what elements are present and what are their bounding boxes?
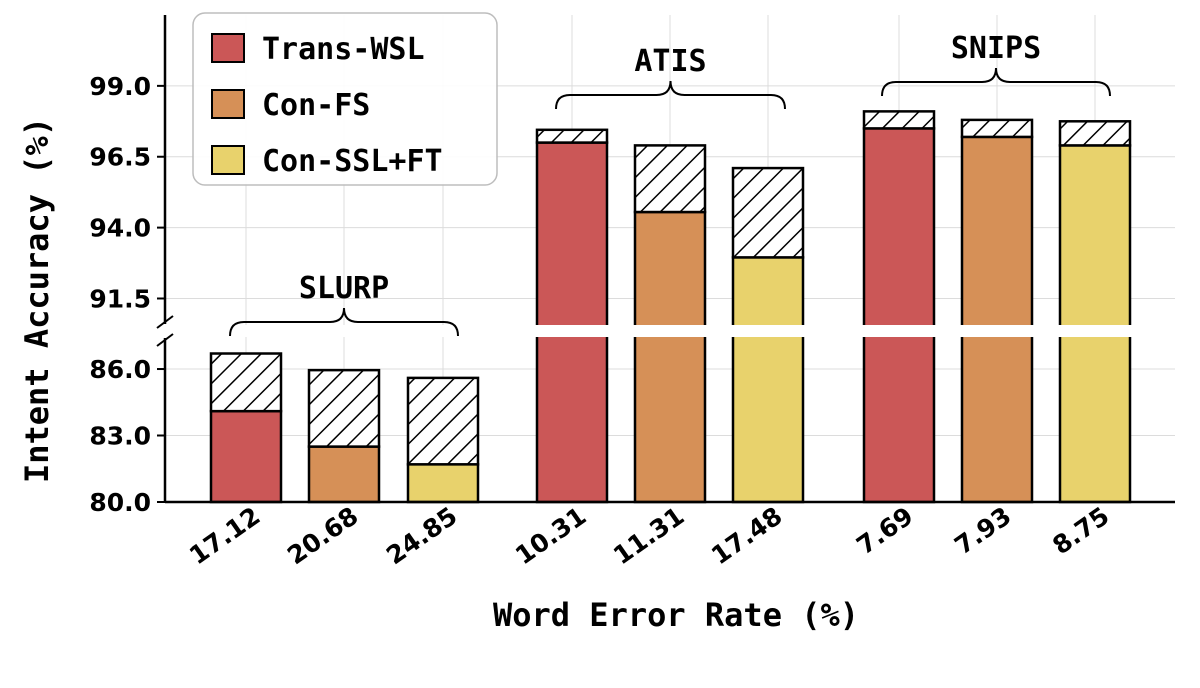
y-tick-label: 83.0 [89, 422, 151, 451]
bar-trans-wsl [209, 409, 283, 504]
bar-con-fs [960, 135, 1034, 504]
bars [163, 110, 1133, 504]
bar-con-ssl+ft [406, 463, 480, 504]
bar-con-fs [307, 445, 381, 504]
bar-hatched-segment [731, 166, 805, 259]
bar-hatched-segment [535, 128, 609, 144]
legend-label: Con-FS [262, 88, 370, 123]
x-tick-label: 24.85 [381, 501, 462, 570]
axis-break-mark [156, 315, 174, 329]
legend-swatch [211, 89, 245, 119]
bar-hatched-segment [307, 368, 381, 448]
group-label-slurp: SLURP [299, 271, 389, 306]
bar-hatched-segment [862, 110, 936, 130]
x-tick-label: 10.31 [510, 501, 591, 570]
group-brace [881, 67, 1111, 97]
y-axis-label: Intent Accuracy (%) [18, 117, 56, 483]
bar-trans-wsl [862, 127, 936, 504]
legend-swatch [211, 145, 245, 175]
bar-hatched-segment [209, 352, 283, 413]
x-tick-label: 20.68 [282, 501, 363, 570]
group-brace [555, 80, 786, 110]
group-brace [229, 307, 459, 337]
x-tick-label: 7.69 [851, 501, 918, 560]
bar-hatched-segment [960, 118, 1034, 139]
y-tick-label: 86.0 [89, 355, 151, 384]
legend-label: Con-SSL+FT [262, 144, 443, 179]
y-tick-label: 80.0 [89, 488, 151, 517]
y-tick-label: 99.0 [89, 72, 151, 101]
x-axis-label: Word Error Rate (%) [493, 596, 859, 634]
bar-con-ssl+ft [731, 256, 805, 504]
group-label-snips: SNIPS [951, 31, 1041, 66]
axis-break-gap [163, 325, 1133, 337]
x-tick-label: 11.31 [608, 501, 689, 570]
bar-hatched-segment [406, 376, 480, 466]
legend-box [192, 12, 498, 186]
y-tick-label: 91.5 [89, 284, 151, 313]
x-tick-label: 7.93 [949, 501, 1016, 560]
bar-hatched-segment [1058, 120, 1132, 147]
legend-label: Trans-WSL [262, 32, 425, 67]
x-tick-label: 8.75 [1047, 501, 1114, 560]
group-label-atis: ATIS [634, 44, 706, 79]
y-tick-label: 94.0 [89, 214, 151, 243]
axis-break-mark [156, 333, 174, 347]
bar-con-ssl+ft [1058, 144, 1132, 504]
y-tick-label: 96.5 [89, 143, 151, 172]
x-tick-label: 17.48 [706, 501, 787, 570]
legend: Trans-WSL Con-FS Con-SSL+FT [192, 12, 498, 186]
legend-swatch [211, 33, 245, 63]
x-tick-label: 17.12 [184, 501, 265, 570]
bar-con-fs [633, 210, 707, 504]
bar-trans-wsl [535, 141, 609, 504]
bar-hatched-segment [633, 144, 707, 214]
axes [156, 15, 1175, 504]
